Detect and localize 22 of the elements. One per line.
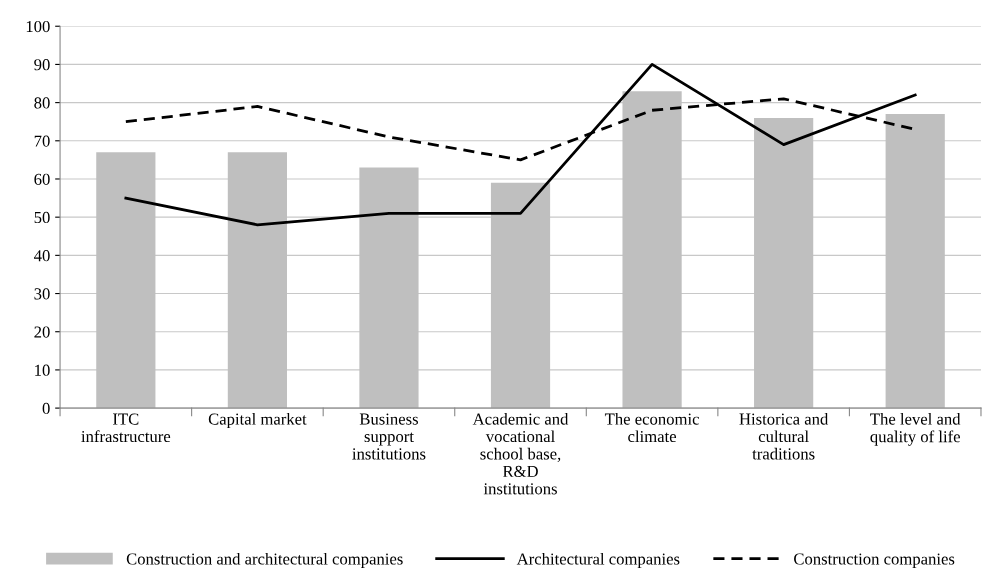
y-tick-label: 10 (35, 364, 50, 376)
y-tick-label: 90 (34, 59, 50, 71)
x-tick-label: Capital market (208, 412, 307, 429)
y-tick-label: 50 (34, 211, 50, 224)
y-tick-label: 60 (34, 173, 50, 185)
x-tick-label: ITC infrastructure (81, 413, 171, 443)
legend-label: Construction companies (794, 553, 955, 568)
y-tick-label: 30 (34, 288, 50, 300)
x-tick-label: Academic and vocational school base, R&D institutions (472, 412, 569, 495)
line-series (124, 63, 917, 227)
legend-label: Construction and architectural companies (126, 552, 403, 568)
y-tick-label: 40 (34, 250, 50, 262)
y-tick-label: 0 (42, 402, 50, 415)
y-tick-label: 80 (34, 97, 50, 109)
y-tick-label: 20 (34, 326, 50, 338)
y-tick-label: 70 (34, 135, 50, 147)
x-tick-label: The level and quality of life (870, 412, 961, 446)
x-tick-label: Historica and cultural traditions (739, 412, 829, 460)
x-tick-label: Business support institutions (352, 413, 426, 460)
legend-label: Architectural companies (516, 552, 680, 568)
x-tick-label: The economic climate (604, 412, 699, 443)
y-tick-label: 100 (26, 20, 50, 33)
